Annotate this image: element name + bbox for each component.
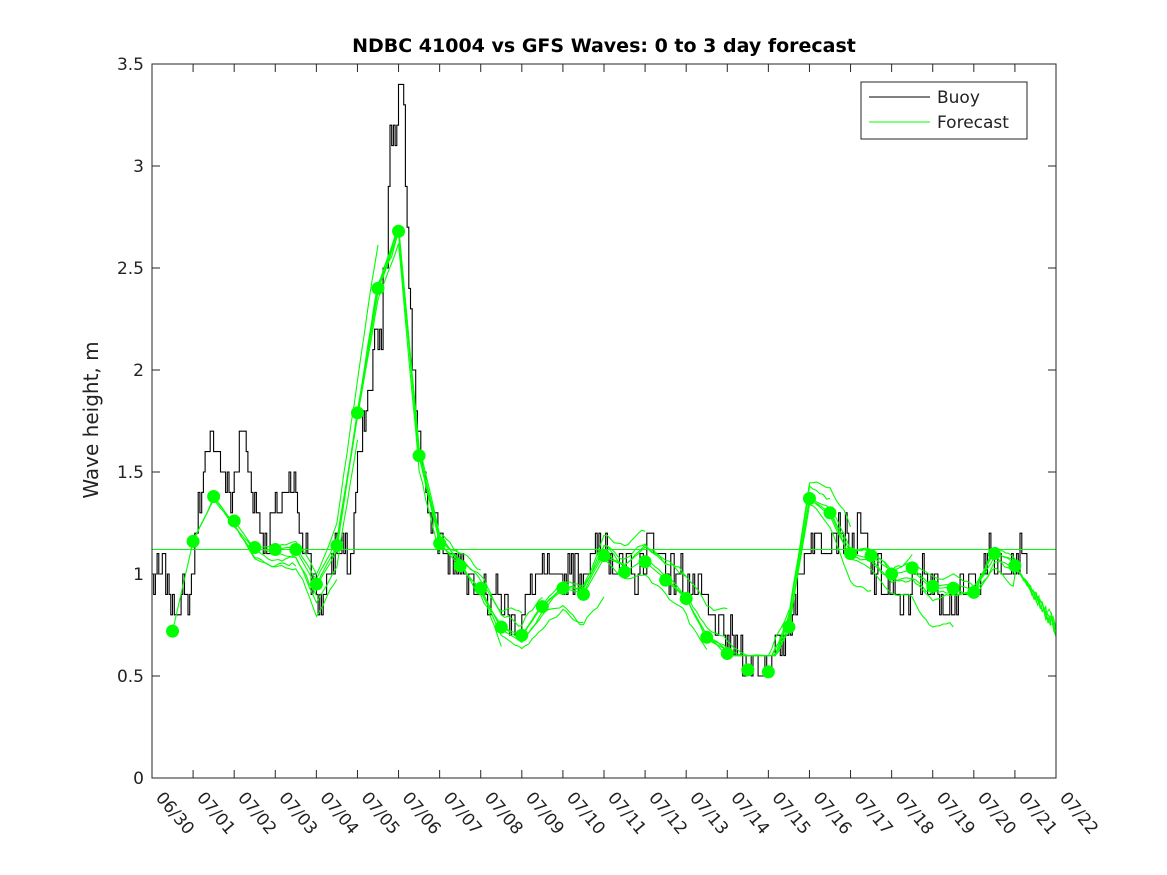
y-tick-label: 3.5 <box>117 55 144 75</box>
forecast-point <box>1008 559 1022 573</box>
forecast-point <box>864 549 878 563</box>
y-tick-label: 3 <box>133 157 144 177</box>
y-tick-label: 2.5 <box>117 259 144 279</box>
forecast-point <box>392 224 406 238</box>
forecast-point <box>474 581 488 595</box>
y-tick-label: 0.5 <box>117 667 144 687</box>
legend-label-forecast: Forecast <box>937 113 1009 133</box>
chart-title: NDBC 41004 vs GFS Waves: 0 to 3 day fore… <box>352 35 856 57</box>
forecast-point <box>597 549 611 563</box>
forecast-point <box>987 547 1001 561</box>
forecast-point <box>844 547 858 561</box>
forecast-point <box>967 585 981 599</box>
forecast-point <box>350 406 364 420</box>
y-axis-label: Wave height, m <box>79 341 103 498</box>
forecast-point <box>823 506 837 520</box>
y-tick-label: 1.5 <box>117 463 144 483</box>
forecast-markers <box>166 224 1022 679</box>
forecast-point <box>782 620 796 634</box>
forecast-point <box>885 567 899 581</box>
forecast-point <box>289 543 303 557</box>
forecast-point <box>412 449 426 463</box>
forecast-point <box>741 663 755 677</box>
forecast-point <box>207 489 221 503</box>
plot-area <box>152 64 1056 778</box>
forecast-point <box>659 573 673 587</box>
forecast-point <box>679 591 693 605</box>
forecast-point <box>248 540 262 554</box>
forecast-point <box>535 600 549 614</box>
legend: Buoy Forecast <box>860 81 1028 140</box>
forecast-point <box>905 561 919 575</box>
legend-box <box>860 81 1028 140</box>
forecast-point <box>227 514 241 528</box>
forecast-run-line <box>1014 565 1057 635</box>
forecast-point <box>453 559 467 573</box>
forecast-point <box>700 630 714 644</box>
forecast-point <box>309 577 323 591</box>
forecast-point <box>371 281 385 295</box>
y-tick-label: 1 <box>133 565 144 585</box>
forecast-point <box>638 555 652 569</box>
forecast-point <box>166 624 180 638</box>
forecast-point <box>720 647 734 661</box>
forecast-point <box>268 543 282 557</box>
forecast-point <box>515 628 529 642</box>
forecast-point <box>926 579 940 593</box>
y-axis: 0 0.5 1 1.5 2 2.5 3 3.5 <box>117 55 1056 789</box>
forecast-point <box>802 492 816 506</box>
y-tick-label: 0 <box>133 769 144 789</box>
forecast-point <box>761 665 775 679</box>
y-tick-label: 2 <box>133 361 144 381</box>
forecast-point <box>186 534 200 548</box>
forecast-point <box>330 538 344 552</box>
forecast-point <box>946 581 960 595</box>
legend-label-buoy: Buoy <box>937 88 980 108</box>
forecast-point <box>433 536 447 550</box>
forecast-point <box>556 581 570 595</box>
forecast-point <box>618 565 632 579</box>
forecast-point <box>576 587 590 601</box>
forecast-point <box>494 620 508 634</box>
